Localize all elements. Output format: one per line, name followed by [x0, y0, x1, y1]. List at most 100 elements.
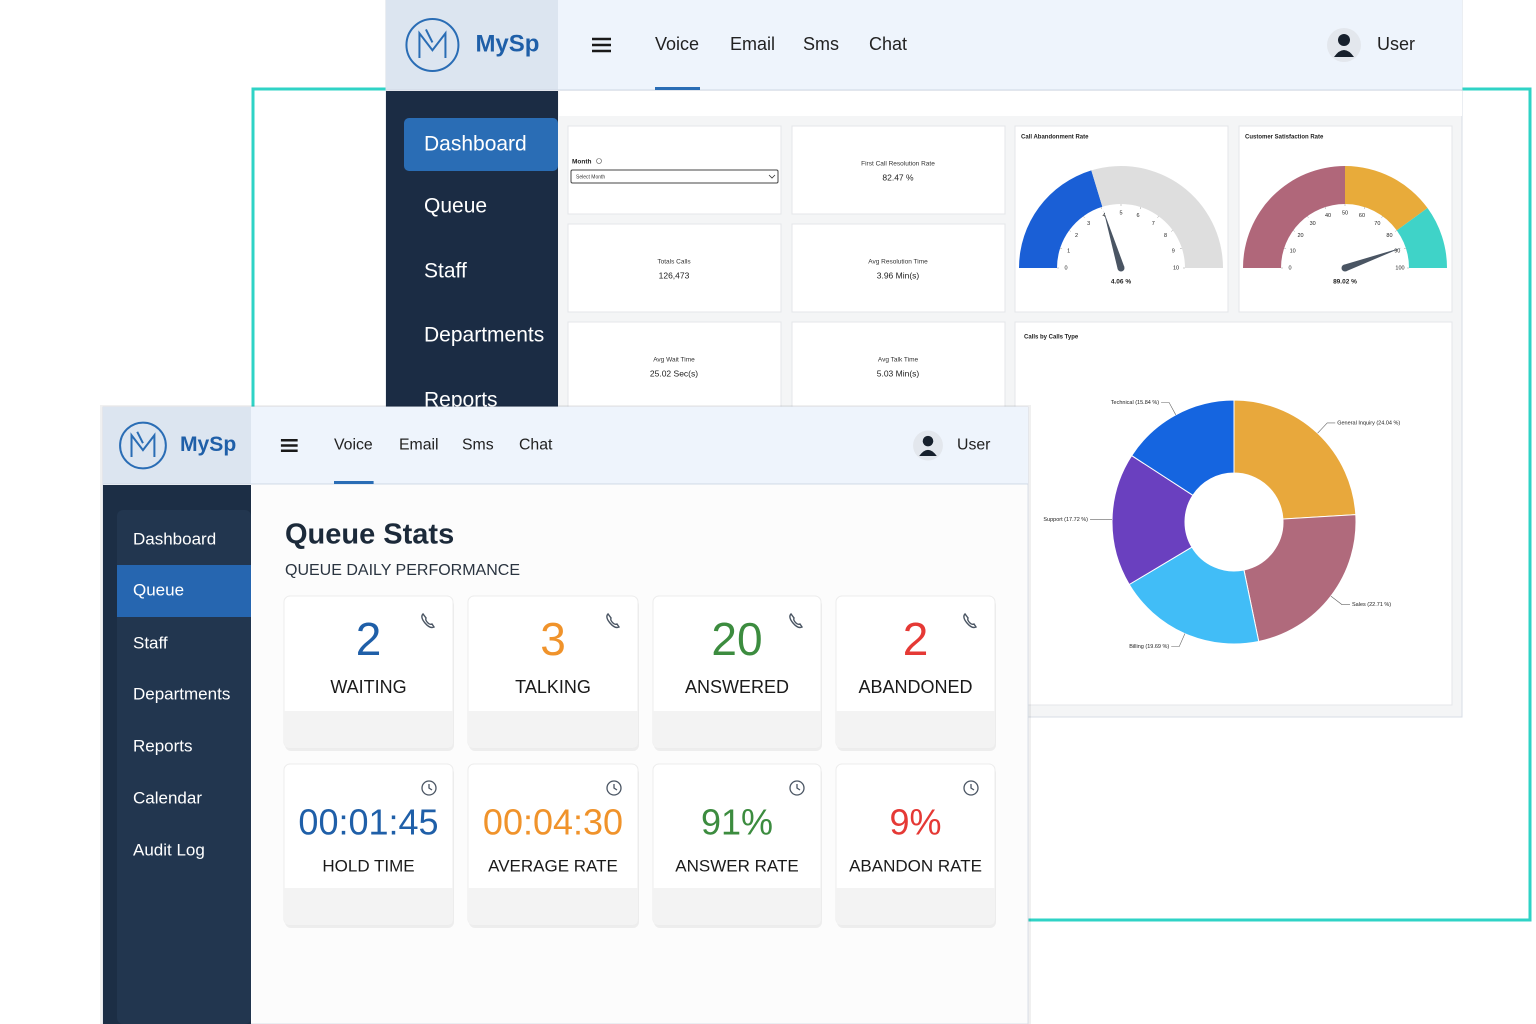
slice-label: Support (17.72 %)	[1043, 517, 1088, 523]
top-bar	[103, 407, 1028, 484]
clock-hands	[970, 784, 975, 791]
nav-tab[interactable]: Voice	[334, 437, 373, 454]
nav-tab[interactable]: Sms	[462, 437, 494, 454]
slice-label: Billing (19.69 %)	[1129, 644, 1169, 650]
kpi-value: 5.03 Min(s)	[877, 368, 920, 378]
logo-area	[386, 0, 558, 90]
gauge-tick	[1179, 247, 1182, 250]
logo-mark	[130, 431, 156, 457]
sidebar-item[interactable]: Calendar	[133, 788, 202, 807]
stat-label: ANSWERED	[685, 677, 789, 697]
stat-card-footer	[653, 888, 821, 925]
gauge-tick	[1060, 247, 1063, 250]
gauge-tick-label: 4	[1102, 213, 1105, 219]
gauge-value: 89.02 %	[1333, 279, 1357, 286]
stat-value: 3	[540, 613, 566, 665]
gauge-needle	[1103, 210, 1125, 270]
stat-value: 2	[356, 613, 382, 665]
sidebar-item[interactable]: Audit Log	[133, 840, 205, 859]
gauge-tick	[1293, 230, 1295, 232]
select-caret	[768, 174, 776, 179]
stat-value: 00:04:30	[483, 802, 623, 843]
nav-tab[interactable]: Chat	[869, 34, 907, 54]
phone-icon	[606, 612, 621, 629]
user-name[interactable]: User	[1377, 34, 1415, 54]
gauge-tick	[1324, 207, 1327, 210]
stat-label: AVERAGE RATE	[488, 856, 618, 875]
page-subtitle: QUEUE DAILY PERFORMANCE	[285, 562, 520, 579]
sidebar-item[interactable]: Dashboard	[133, 529, 216, 548]
kpi-label: Totals Calls	[657, 259, 691, 266]
nav-tab[interactable]: Voice	[655, 34, 699, 54]
sidebar-item[interactable]: Queue	[424, 195, 487, 218]
user-body	[1334, 50, 1354, 57]
donut-slice	[1233, 399, 1357, 520]
gauge-tick-label: 70	[1374, 221, 1380, 227]
gauge-hub	[1341, 264, 1349, 272]
user-name[interactable]: User	[957, 437, 991, 454]
gauge-tick-label: 10	[1290, 248, 1296, 254]
gauge-fill	[1019, 170, 1103, 268]
gauge-tick-label: 20	[1297, 233, 1303, 239]
gauge-tick	[1157, 216, 1159, 218]
nav-tab[interactable]: Email	[730, 34, 775, 54]
sidebar-item[interactable]: Dashboard	[424, 133, 527, 156]
stat-label: ABANDONED	[858, 677, 972, 697]
kpi-value: 3.96 Min(s)	[877, 270, 920, 280]
sidebar-item[interactable]: Queue	[133, 580, 184, 599]
brand: MySp	[180, 433, 236, 456]
nav-tab[interactable]: Chat	[519, 437, 553, 454]
logo-area	[103, 407, 251, 484]
sidebar-item[interactable]: Departments	[133, 684, 230, 703]
kpi-label: Avg Wait Time	[653, 357, 695, 364]
gauge-track	[1091, 166, 1223, 268]
sidebar-active	[117, 565, 251, 617]
gauge-tick-label: 30	[1310, 221, 1316, 227]
clock-icon	[789, 780, 805, 796]
donut-slice	[1111, 454, 1194, 586]
stat-value: 2	[903, 613, 929, 665]
stat-label: TALKING	[515, 677, 591, 697]
leader-line	[1161, 402, 1177, 415]
phone-icon	[789, 612, 804, 629]
stat-card-footer	[284, 888, 453, 925]
donut-slice	[1128, 546, 1260, 645]
gauge-tick-label: 9	[1172, 248, 1175, 254]
logo-ring	[119, 421, 167, 470]
active-tab-indicator	[655, 87, 700, 90]
gauge-tick-label: 40	[1325, 213, 1331, 219]
sidebar-item[interactable]: Reports	[424, 389, 498, 412]
gauge-hub	[1117, 264, 1125, 272]
gauge-tick-label: 10	[1173, 265, 1179, 271]
kpi-value: 82.47 %	[882, 172, 914, 182]
sidebar-item[interactable]: Departments	[424, 324, 544, 347]
leader-line	[1171, 633, 1186, 647]
stat-value: 20	[711, 613, 762, 665]
active-tab-indicator	[334, 481, 374, 484]
gauge-tick-label: 0	[1064, 265, 1067, 271]
gauge-tick-label: 90	[1394, 248, 1400, 254]
stat-card-footer	[836, 711, 995, 748]
gauge-tick-label: 100	[1395, 265, 1404, 271]
stat-card-footer	[468, 888, 638, 925]
month-select[interactable]	[570, 169, 779, 184]
gauge-tick	[1171, 230, 1173, 232]
stat-label: ABANDON RATE	[849, 856, 982, 875]
sidebar-item[interactable]: Staff	[424, 260, 467, 283]
nav-tab[interactable]: Sms	[803, 34, 839, 54]
phone-icon	[963, 612, 978, 629]
gauge-band	[1396, 208, 1447, 268]
stat-value: 91%	[701, 802, 773, 843]
donut-slice	[1130, 399, 1235, 497]
clock-hands	[613, 784, 618, 791]
gauge-tick-label: 80	[1386, 233, 1392, 239]
chart-title: Call Abandonment Rate	[1021, 135, 1089, 141]
sidebar-item[interactable]: Reports	[133, 736, 193, 755]
gauge-tick-label: 6	[1136, 213, 1139, 219]
stat-card-footer	[284, 711, 453, 748]
info-icon	[596, 158, 602, 164]
sidebar-item[interactable]: Staff	[133, 633, 168, 652]
gauge-tick-label: 8	[1164, 233, 1167, 239]
nav-tab[interactable]: Email	[399, 437, 439, 454]
kpi-value: 126,473	[659, 270, 690, 280]
